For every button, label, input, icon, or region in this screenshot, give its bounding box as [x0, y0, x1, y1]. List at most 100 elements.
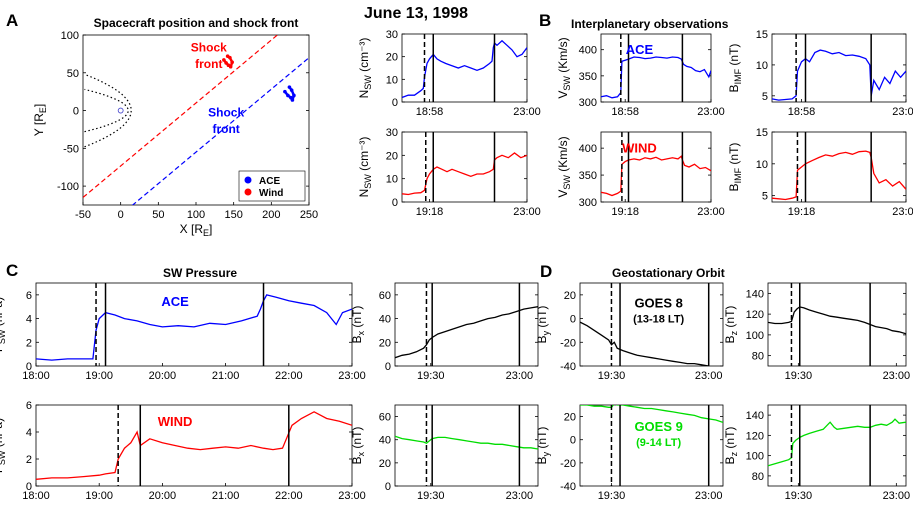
y-tick-label: 50 [67, 68, 79, 80]
y-axis-label-unit: (cm⁻³) [357, 38, 371, 76]
plot-frame [579, 282, 724, 367]
x-tick-label: 19:18 [416, 206, 444, 218]
y-axis-label-main: Y [R [32, 113, 46, 136]
y-axis-label: Bz (nT) [723, 306, 739, 344]
plot-area [83, 35, 309, 205]
x-tick-label: 23:00 [697, 206, 725, 218]
y-axis-label: BIMF (nT) [727, 44, 743, 93]
y-axis-label-unit: (cm⁻³) [357, 137, 371, 175]
x-tick-label: 19:00 [85, 370, 113, 382]
x-tick-label: 22:00 [275, 370, 303, 382]
x-tick-label: 23:00 [697, 106, 725, 118]
plot-frame [35, 282, 353, 367]
y-axis-label-sub: y [541, 451, 551, 456]
y-axis-label-main: B [723, 456, 737, 464]
y-axis-label-unit: (nT) [535, 427, 549, 452]
chart-vsw_wind: 300 350 400 19:18 23:00 VSW (Km/s) WIND [556, 131, 725, 218]
ace-point [283, 89, 287, 94]
y-axis-label: NSW (cm⁻³) [357, 38, 373, 99]
y-axis-label-unit: (nT) [350, 306, 364, 331]
y-tick-label: 100 [746, 451, 764, 463]
y-axis-label-unit: (nT) [727, 143, 741, 168]
y-tick-label: 400 [579, 143, 597, 155]
plot-area [402, 34, 527, 102]
x-tick-label: 50 [152, 209, 164, 221]
plot-frame [600, 131, 712, 203]
y-tick-label: 20 [564, 290, 576, 302]
x-tick-label: 23:00 [506, 490, 534, 502]
plot-frame [394, 282, 539, 367]
x-tick-label: 23:00 [892, 206, 913, 218]
y-tick-label: 20 [379, 337, 391, 349]
plot-area [402, 132, 527, 202]
y-axis-label-sub: z [729, 451, 739, 456]
x-tick-label: 18:00 [22, 370, 50, 382]
earth-marker [117, 107, 124, 114]
y-axis-label-unit: ] [32, 104, 46, 107]
y-tick-label: 350 [579, 170, 597, 182]
series-line [395, 306, 538, 359]
series-sublabel: (9-14 LT) [636, 437, 681, 449]
plot-area [36, 405, 352, 486]
ace-point [292, 93, 296, 98]
y-axis-label-main: B [723, 335, 737, 343]
x-tick-label: -50 [75, 209, 91, 221]
x-tick-label: 19:30 [598, 490, 626, 502]
y-axis-label: By (nT) [535, 427, 551, 465]
y-axis-label-main: P [0, 465, 5, 473]
y-tick-label: 20 [386, 52, 398, 64]
y-tick-label: 30 [386, 29, 398, 41]
shock-label: Shock [191, 41, 227, 55]
y-axis-label-unit: (nPa) [0, 297, 5, 330]
x-axis-label-main: X [R [180, 222, 204, 236]
ace-point [290, 98, 295, 102]
x-tick-label: 19:30 [417, 370, 445, 382]
y-axis-label-unit: (Km/s) [556, 37, 570, 76]
plot-area [580, 283, 710, 366]
y-axis-label: Y [RE] [32, 104, 48, 136]
x-tick-label: 23:00 [338, 490, 366, 502]
y-tick-label: 5 [762, 191, 768, 203]
plot-frame [35, 404, 353, 487]
y-axis-label: PSW (nPa) [0, 297, 7, 352]
y-axis-label-main: B [535, 456, 549, 464]
y-tick-label: 10 [386, 174, 398, 186]
x-tick-label: 19:30 [785, 370, 813, 382]
plot-area [601, 132, 711, 202]
y-axis-label-main: B [535, 335, 549, 343]
x-tick-label: 23:00 [883, 490, 911, 502]
x-tick-label: 19:30 [785, 490, 813, 502]
y-axis-label-sub: SW [0, 450, 7, 465]
y-axis-label-sub: SW [562, 76, 572, 91]
x-tick-label: 20:00 [149, 490, 177, 502]
y-tick-label: 4 [26, 427, 32, 439]
chart-bz_goes8: 80 100 120 140 19:30 23:00 Bz (nT) [723, 282, 910, 382]
y-tick-label: 40 [379, 435, 391, 447]
x-tick-label: 21:00 [212, 370, 240, 382]
y-axis-label: Bz (nT) [723, 427, 739, 465]
panel-title: SW Pressure [163, 266, 237, 280]
y-tick-label: 6 [26, 400, 32, 412]
y-tick-label: 0 [570, 314, 576, 326]
plot-area [36, 283, 352, 366]
chart-nsw_ace: 0 10 20 30 18:58 23:00 NSW (cm⁻³) [357, 29, 541, 118]
series-line [36, 294, 352, 361]
y-tick-label: 5 [762, 91, 768, 103]
x-axis-label-sub: E [203, 228, 209, 238]
series-sublabel: (13-18 LT) [633, 314, 684, 326]
legend-label: Wind [259, 188, 283, 199]
y-axis-label: VSW (Km/s) [556, 136, 572, 197]
y-axis-label-unit: (nT) [727, 44, 741, 69]
shock-label: front [212, 122, 239, 136]
legend-box [238, 170, 306, 202]
series-line [768, 418, 906, 467]
y-tick-label: 0 [26, 481, 32, 493]
y-axis-label-unit: (nPa) [0, 418, 5, 451]
x-tick-label: 22:00 [275, 490, 303, 502]
x-tick-label: 23:00 [892, 106, 913, 118]
y-axis-label-unit: (nT) [535, 306, 549, 331]
x-tick-label: 19:30 [417, 490, 445, 502]
y-axis-label: Bx (nT) [350, 306, 366, 344]
y-tick-label: 80 [752, 471, 764, 483]
